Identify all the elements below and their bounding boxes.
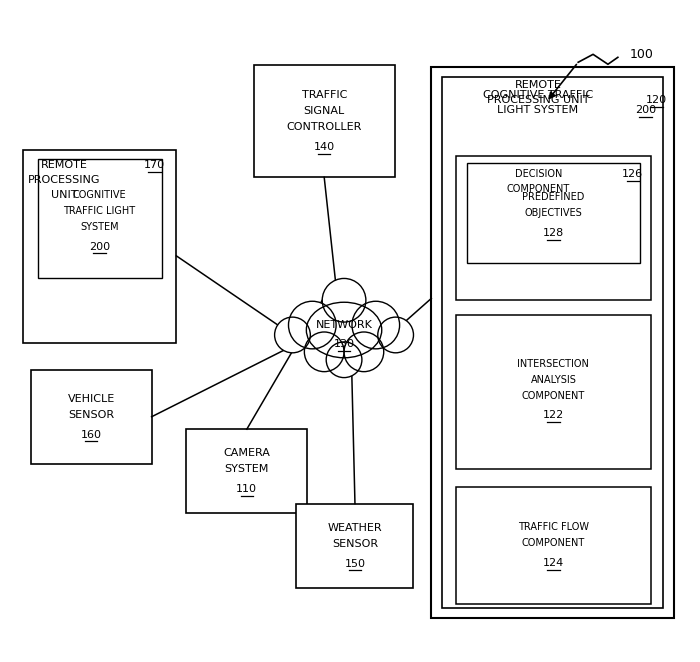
Ellipse shape [304,332,344,371]
Text: 130: 130 [333,339,354,349]
Text: DECISION: DECISION [514,169,562,179]
Text: TRAFFIC FLOW: TRAFFIC FLOW [518,522,589,532]
Ellipse shape [288,301,336,349]
Ellipse shape [307,303,382,357]
Ellipse shape [344,332,384,371]
Text: SENSOR: SENSOR [68,410,114,420]
Text: 128: 128 [542,228,564,238]
Text: TRAFFIC: TRAFFIC [302,91,347,101]
Text: 160: 160 [80,430,101,440]
Text: WEATHER: WEATHER [328,523,382,533]
Ellipse shape [378,317,414,353]
Text: TRAFFIC LIGHT: TRAFFIC LIGHT [64,206,136,216]
FancyBboxPatch shape [22,150,176,343]
Text: 126: 126 [622,169,643,179]
Text: PROCESSING UNIT: PROCESSING UNIT [486,95,589,105]
FancyBboxPatch shape [186,429,307,514]
Text: UNIT: UNIT [51,190,78,200]
FancyBboxPatch shape [456,487,650,604]
FancyBboxPatch shape [31,369,152,464]
Text: PREDEFINED: PREDEFINED [522,192,584,202]
Text: LIGHT SYSTEM: LIGHT SYSTEM [498,105,579,115]
Ellipse shape [326,342,362,377]
FancyBboxPatch shape [431,68,674,618]
Ellipse shape [274,317,310,353]
Text: SYSTEM: SYSTEM [225,464,269,475]
Ellipse shape [322,279,366,322]
Text: CONTROLLER: CONTROLLER [286,122,362,132]
Text: 200: 200 [89,242,110,252]
FancyBboxPatch shape [38,160,162,279]
Text: 170: 170 [144,160,165,170]
Text: CAMERA: CAMERA [223,448,270,459]
FancyBboxPatch shape [467,164,640,263]
Text: INTERSECTION: INTERSECTION [517,359,589,369]
Text: NETWORK: NETWORK [316,320,372,330]
FancyBboxPatch shape [296,504,414,588]
Text: ANALYSIS: ANALYSIS [531,375,576,385]
FancyBboxPatch shape [456,156,650,301]
Text: 150: 150 [344,559,365,569]
Text: SIGNAL: SIGNAL [304,107,345,117]
Text: COMPONENT: COMPONENT [507,184,570,194]
Text: SENSOR: SENSOR [332,539,378,549]
Text: OBJECTIVES: OBJECTIVES [524,208,582,218]
Text: 100: 100 [630,48,654,61]
Text: 200: 200 [635,105,656,115]
Text: SYSTEM: SYSTEM [80,222,119,232]
Text: REMOTE: REMOTE [41,160,88,170]
Text: 122: 122 [542,410,564,420]
Text: PROCESSING: PROCESSING [28,175,101,185]
Ellipse shape [352,301,400,349]
Text: COMPONENT: COMPONENT [522,538,585,548]
FancyBboxPatch shape [254,66,395,177]
FancyBboxPatch shape [456,315,650,469]
Text: COMPONENT: COMPONENT [522,391,585,401]
Text: 140: 140 [314,142,335,152]
Text: REMOTE: REMOTE [514,80,561,90]
Text: 124: 124 [542,558,564,568]
Text: 110: 110 [237,484,258,494]
Text: VEHICLE: VEHICLE [67,394,115,404]
Text: COGNITIVE: COGNITIVE [73,190,126,200]
Text: 120: 120 [646,95,667,105]
Text: COGNITIVE TRAFFIC: COGNITIVE TRAFFIC [483,90,593,100]
FancyBboxPatch shape [442,77,664,608]
